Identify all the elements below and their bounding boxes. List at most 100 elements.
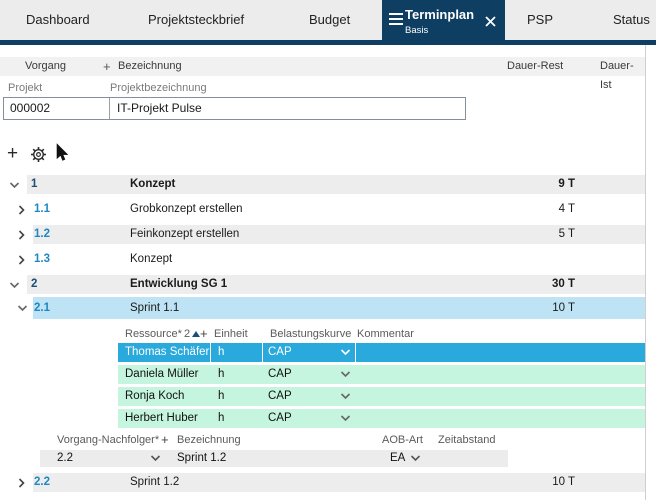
task-duration: 9 T [558,178,575,190]
col-kommentar: Kommentar [357,328,414,340]
task-duration: 5 T [558,228,575,240]
task-duration: 10 T [552,302,575,314]
task-name: Sprint 1.1 [130,302,180,314]
tab-psp[interactable]: PSP [527,12,554,27]
resource-name[interactable]: Daniela Müller [125,368,199,380]
tree-row-2[interactable]: 2 Entwicklung SG 1 30 T [0,275,645,294]
row-band [33,200,645,219]
resource-curve[interactable]: CAP [268,390,292,402]
successor-title: Vorgang-Nachfolger* [57,434,160,446]
cell-divider [262,343,263,362]
cell-divider [210,343,211,362]
add-successor-button[interactable]: + [161,432,169,447]
menu-icon[interactable] [389,13,403,25]
pointer-cursor-icon[interactable] [55,143,70,162]
resource-title: Ressource* [125,328,182,340]
resource-name[interactable]: Ronja Koch [125,390,185,402]
tab-underline-bar [0,40,656,45]
resource-curve[interactable]: CAP [268,346,292,358]
task-number: 1.2 [34,228,50,240]
task-duration: 30 T [551,278,575,290]
tab-projektsteckbrief[interactable]: Projektsteckbrief [148,12,245,27]
dropdown-chevron-icon[interactable] [410,450,421,467]
col-vorgang: Vorgang [25,60,66,72]
row-band [27,275,645,294]
resource-name[interactable]: Herbert Huber [125,412,198,424]
resource-row[interactable]: Daniela Müller h CAP [118,365,645,384]
task-duration: 10 T [552,476,575,488]
close-icon[interactable] [485,14,496,27]
tab-bar: Dashboard Projektsteckbrief Budget PSP S… [0,0,656,40]
tree-row-1[interactable]: 1 Konzept 9 T [0,175,645,194]
resource-row[interactable]: Herbert Huber h CAP [118,409,645,428]
resource-name[interactable]: Thomas Schäfer [125,343,210,363]
projekt-label: Projekt [8,82,43,94]
add-row-button[interactable]: + [7,143,19,164]
tree-row-1-1[interactable]: 1.1 Grobkonzept erstellen 4 T [0,200,645,219]
tab-dashboard[interactable]: Dashboard [26,12,90,27]
tab-terminplan-active[interactable]: Terminplan Basis [382,0,505,45]
resource-curve[interactable]: CAP [268,368,292,380]
chevron-down-icon[interactable] [17,305,28,312]
task-number: 2.1 [34,302,50,314]
col-aob-art: AOB-Art [382,434,423,446]
col-zeitabstand: Zeitabstand [438,434,496,446]
project-name-field[interactable]: IT-Projekt Pulse [117,101,202,115]
task-name: Entwicklung SG 1 [130,278,228,290]
dropdown-chevron-icon[interactable] [340,409,351,428]
successor-header: Vorgang-Nachfolger* + Bezeichnung AOB-Ar… [0,432,645,448]
dropdown-chevron-icon[interactable] [340,387,351,406]
tree-row-2-1-selected[interactable]: 2.1 Sprint 1.1 10 T [0,297,645,319]
task-name: Konzept [130,253,173,265]
active-tab-label: Terminplan [405,7,475,22]
settings-gear-icon[interactable] [30,146,47,163]
add-resource-button[interactable]: + [200,326,208,341]
project-number-field[interactable]: 000002 [4,98,110,119]
project-input-group: 000002 IT-Projekt Pulse [3,97,466,120]
dropdown-chevron-icon[interactable] [150,450,161,467]
row-band [27,175,645,194]
chevron-down-icon[interactable] [9,281,20,288]
grid-column-header: Vorgang + Bezeichnung Dauer-Rest Dauer-I… [0,57,645,91]
tree-row-1-3[interactable]: 1.3 Konzept [0,250,645,269]
row-band [33,297,645,319]
projektbezeichnung-label: Projektbezeichnung [110,82,207,94]
dropdown-chevron-icon[interactable] [340,343,351,362]
chevron-right-icon[interactable] [18,477,25,488]
tab-budget[interactable]: Budget [309,12,351,27]
tree-row-2-2[interactable]: 2.2 Sprint 1.2 10 T [0,473,645,492]
task-duration: 4 T [558,203,575,215]
successor-row[interactable]: 2.2 Sprint 1.2 EA [40,450,508,467]
tree-row-1-2[interactable]: 1.2 Feinkonzept erstellen 5 T [0,225,645,244]
sort-asc-icon[interactable] [192,331,200,337]
col-belastungskurve: Belastungskurve [270,328,352,340]
resource-row-selected[interactable]: Thomas Schäfer h CAP [118,343,645,363]
task-name: Konzept [130,178,176,190]
row-band [33,473,645,492]
chevron-right-icon[interactable] [18,204,25,215]
dropdown-chevron-icon[interactable] [340,365,351,384]
resource-unit[interactable]: h [218,368,225,380]
panel-right-border [645,45,646,500]
resource-curve[interactable]: CAP [268,412,292,424]
task-number: 1 [31,178,38,190]
successor-id-select[interactable]: 2.2 [57,452,73,464]
active-tab-sublabel: Basis [405,25,429,36]
chevron-right-icon[interactable] [18,254,25,265]
task-name: Feinkonzept erstellen [130,228,240,240]
cell-divider [355,343,356,362]
task-name: Grobkonzept erstellen [130,203,243,215]
resource-unit[interactable]: h [218,412,225,424]
row-band [33,225,645,244]
chevron-right-icon[interactable] [18,229,25,240]
col-dauer-rest: Dauer-Rest [507,60,564,72]
successor-aob-select[interactable]: EA [390,452,406,464]
sort-count[interactable]: 2 [184,328,191,340]
resource-unit[interactable]: h [218,390,225,402]
tab-status[interactable]: Status [613,12,650,27]
resource-unit[interactable]: h [218,346,225,358]
add-column-icon[interactable]: + [103,59,111,74]
resource-row[interactable]: Ronja Koch h CAP [118,387,645,406]
chevron-down-icon[interactable] [9,181,20,188]
